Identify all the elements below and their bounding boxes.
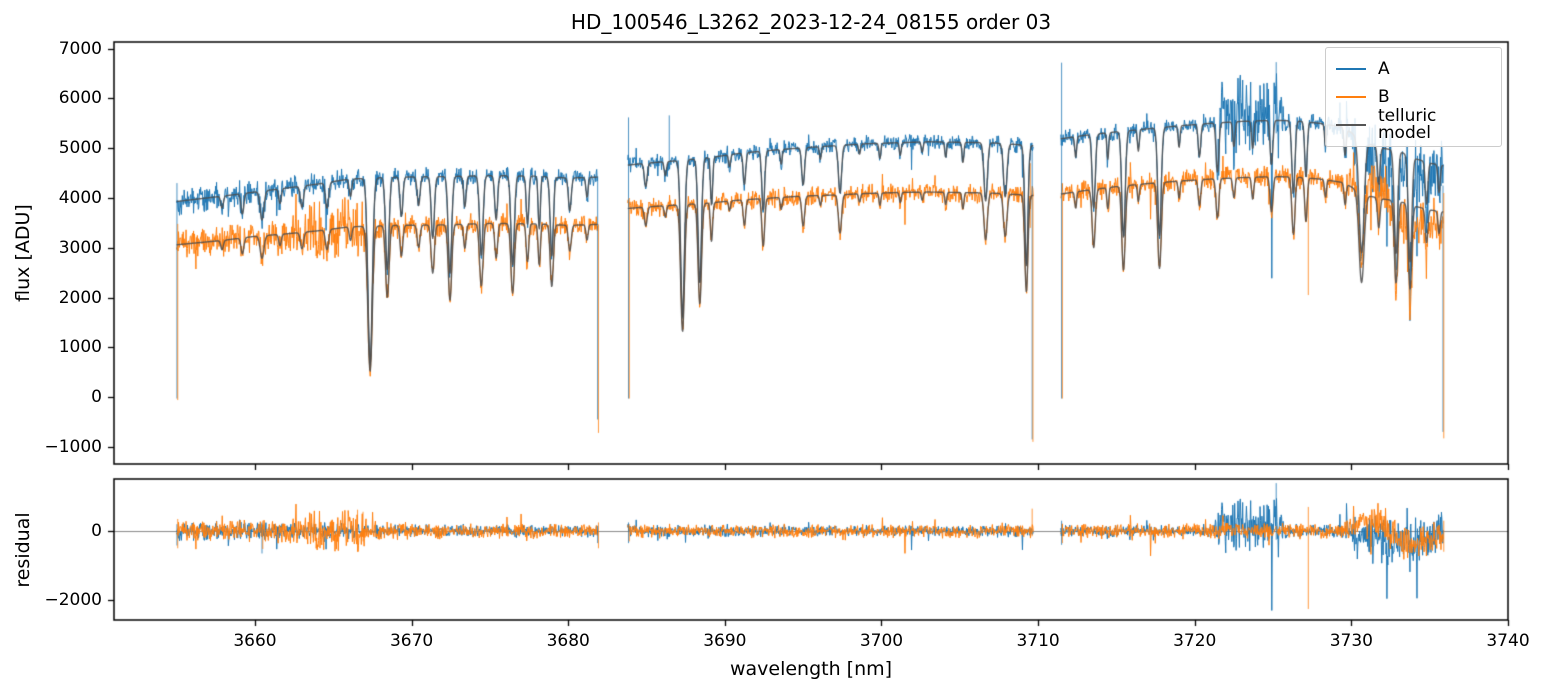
legend-line-swatch xyxy=(1336,68,1366,70)
flux-y-tick-label: 6000 xyxy=(58,88,102,109)
legend-entry-b: B xyxy=(1326,83,1501,111)
legend-label: A xyxy=(1378,58,1390,79)
flux-y-tick-label: 5000 xyxy=(58,138,102,159)
chart-title: HD_100546_L3262_2023-12-24_08155 order 0… xyxy=(570,10,1052,34)
residual-y-tick-label: 0 xyxy=(91,521,102,542)
flux-y-tick-label: −1000 xyxy=(44,436,102,457)
flux-y-tick-label: 0 xyxy=(91,387,102,408)
x-tick-label: 3730 xyxy=(1329,631,1373,651)
flux-y-tick-label: 4000 xyxy=(58,188,102,208)
legend-label: telluric model xyxy=(1378,106,1437,143)
legend-line-swatch xyxy=(1336,124,1366,126)
residual-y-tick-label: −2000 xyxy=(44,590,102,610)
x-tick-label: 3660 xyxy=(233,631,277,651)
x-tick-label: 3720 xyxy=(1173,631,1217,651)
x-tick-label: 3690 xyxy=(703,631,747,651)
x-tick-label: 3700 xyxy=(859,631,904,651)
x-tick-label: 3680 xyxy=(546,631,590,651)
legend-line-swatch xyxy=(1336,96,1366,98)
flux-y-tick-label: 1000 xyxy=(58,337,102,358)
legend-label: B xyxy=(1378,86,1390,107)
x-tick-label: 3710 xyxy=(1016,631,1060,651)
legend-entry-telluric-model: telluric model xyxy=(1326,106,1501,143)
x-tick-label: 3670 xyxy=(389,631,434,651)
flux-y-tick-label: 2000 xyxy=(58,287,102,308)
flux-y-tick-label: 7000 xyxy=(58,38,102,59)
legend-entry-a: A xyxy=(1326,55,1501,83)
x-tick-label: 3740 xyxy=(1486,631,1530,651)
x-axis-label: wavelength [nm] xyxy=(729,658,893,680)
flux-y-tick-label: 3000 xyxy=(58,237,102,258)
